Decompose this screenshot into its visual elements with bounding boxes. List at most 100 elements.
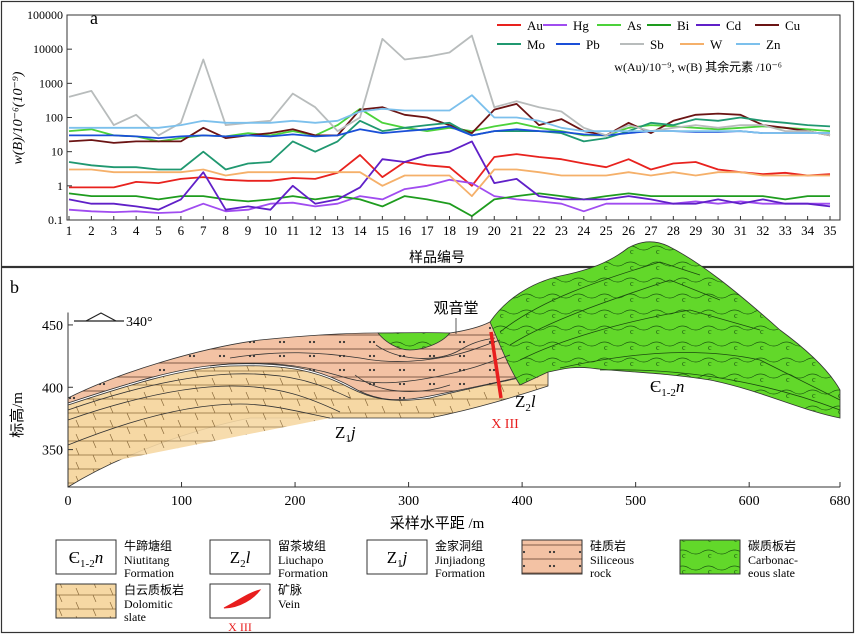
b-x-tick-label: 0 xyxy=(65,494,72,509)
b-x-tick-label: 600 xyxy=(739,494,760,509)
x-tick-label: 8 xyxy=(222,223,229,238)
b-x-tick-label: 100 xyxy=(171,494,192,509)
legend-box xyxy=(55,583,117,619)
panel-b-label: b xyxy=(10,277,19,297)
y-tick-label: 100000 xyxy=(27,8,63,22)
legend-en2: Formation xyxy=(435,566,485,580)
legend-en: Niutitang xyxy=(124,553,169,567)
legend-cn: 硅质岩 xyxy=(590,538,626,553)
x-tick-label: 4 xyxy=(133,223,140,238)
legend-cn: 牛蹄塘组 xyxy=(124,538,172,553)
series-line-au xyxy=(69,153,831,189)
legend-en2: Formation xyxy=(124,566,174,580)
x-tick-label: 2 xyxy=(88,223,95,238)
legend-cn: 留茶坡组 xyxy=(278,538,326,553)
legend-box xyxy=(209,539,271,575)
legend-en: Liuchapo xyxy=(278,553,323,567)
b-x-tick-label: 200 xyxy=(285,494,306,509)
legend-box xyxy=(366,539,428,575)
legend-label-au: Au xyxy=(527,18,543,33)
x-tick-label: 22 xyxy=(533,223,546,238)
vein-xiii xyxy=(489,331,503,399)
x-tick-label: 7 xyxy=(200,223,207,238)
series-line-cu xyxy=(68,103,831,144)
x-tick-label: 5 xyxy=(155,223,162,238)
legend-box xyxy=(679,539,741,575)
x-tick-label: 16 xyxy=(398,223,412,238)
legend-symbol: Z2l xyxy=(230,548,251,570)
series-line-sb xyxy=(68,34,831,137)
b-x-tick-label: 680 xyxy=(830,494,851,509)
x-tick-label: 35 xyxy=(824,223,837,238)
b-y-tick-label: 400 xyxy=(42,381,63,396)
b-x-tick-label: 300 xyxy=(398,494,419,509)
legend-label-mo: Mo xyxy=(527,37,545,52)
direction-indicator: 340° xyxy=(74,312,153,330)
z1j-lower-band xyxy=(68,392,340,470)
legend-label-as: As xyxy=(627,18,641,33)
x-tick-label: 25 xyxy=(600,223,613,238)
y-tick-label: 10 xyxy=(51,145,63,159)
legend-en2: rock xyxy=(590,566,611,580)
x-tick-label: 20 xyxy=(488,223,501,238)
panel-a-label: a xyxy=(90,8,98,28)
carbonaceous-slate-unit xyxy=(489,241,841,419)
series-line-w xyxy=(69,168,830,198)
x-tick-label: 31 xyxy=(734,223,747,238)
x-tick-label: 6 xyxy=(178,223,185,238)
legend-en2: eous slate xyxy=(748,566,795,580)
legend-label-bi: Bi xyxy=(677,18,690,33)
legend-label-hg: Hg xyxy=(573,18,589,33)
x-tick-label: 15 xyxy=(376,223,389,238)
legend-vein-symbol: X III xyxy=(228,620,252,634)
x-tick-label: 26 xyxy=(622,223,636,238)
legend-en: Dolomitic xyxy=(124,597,173,611)
panel-a-legend: Au Hg As Bi Cd Cu Mo Pb Sb W Zn xyxy=(497,18,801,52)
legend-cn: 金家洞组 xyxy=(435,538,483,553)
x-tick-label: 11 xyxy=(287,223,300,238)
legend-symbol: Є1-2n xyxy=(69,548,103,570)
x-tick-label: 21 xyxy=(510,223,523,238)
x-tick-label: 32 xyxy=(756,223,769,238)
legend-label-zn: Zn xyxy=(766,37,781,52)
legend-box xyxy=(55,539,117,575)
unit-label-z2l: Z2l xyxy=(515,392,536,414)
panel-b-y-axis-label: 标高/m xyxy=(9,392,26,438)
unit-label-z1j: Z1j xyxy=(335,423,356,445)
legend-label-cd: Cd xyxy=(726,18,742,33)
y-tick-label: 100 xyxy=(45,111,63,125)
carbonaceous-cap xyxy=(377,332,451,351)
svg-text:340°: 340° xyxy=(126,315,153,330)
x-tick-label: 30 xyxy=(712,223,725,238)
legend-label-pb: Pb xyxy=(586,37,600,52)
x-tick-label: 10 xyxy=(264,223,277,238)
x-tick-label: 24 xyxy=(577,223,591,238)
x-tick-label: 14 xyxy=(353,223,367,238)
b-x-tick-label: 400 xyxy=(512,494,533,509)
y-tick-label: 10000 xyxy=(33,42,63,56)
y-tick-label: 1 xyxy=(57,179,63,193)
x-tick-label: 28 xyxy=(667,223,680,238)
x-tick-label: 12 xyxy=(309,223,322,238)
x-tick-label: 3 xyxy=(111,223,118,238)
x-tick-label: 34 xyxy=(801,223,815,238)
panel-b-frame xyxy=(0,266,855,634)
legend-en: Siliceous xyxy=(590,553,634,567)
y-tick-label: 0.1 xyxy=(48,213,63,227)
series-line-zn xyxy=(69,94,830,135)
legend-cn: 碳质板岩 xyxy=(748,538,796,553)
x-tick-label: 23 xyxy=(555,223,568,238)
legend-en: Carbonac- xyxy=(748,553,798,567)
x-tick-label: 17 xyxy=(421,223,435,238)
panel-b-legend: Є1-2n牛蹄塘组NiutitangFormationZ2l留茶坡组Liucha… xyxy=(55,538,798,634)
legend-en: Vein xyxy=(278,597,300,611)
series-line-mo xyxy=(68,116,831,171)
x-tick-label: 13 xyxy=(331,223,344,238)
legend-label-sb: Sb xyxy=(650,37,664,52)
place-label: 观音堂 xyxy=(433,300,478,317)
